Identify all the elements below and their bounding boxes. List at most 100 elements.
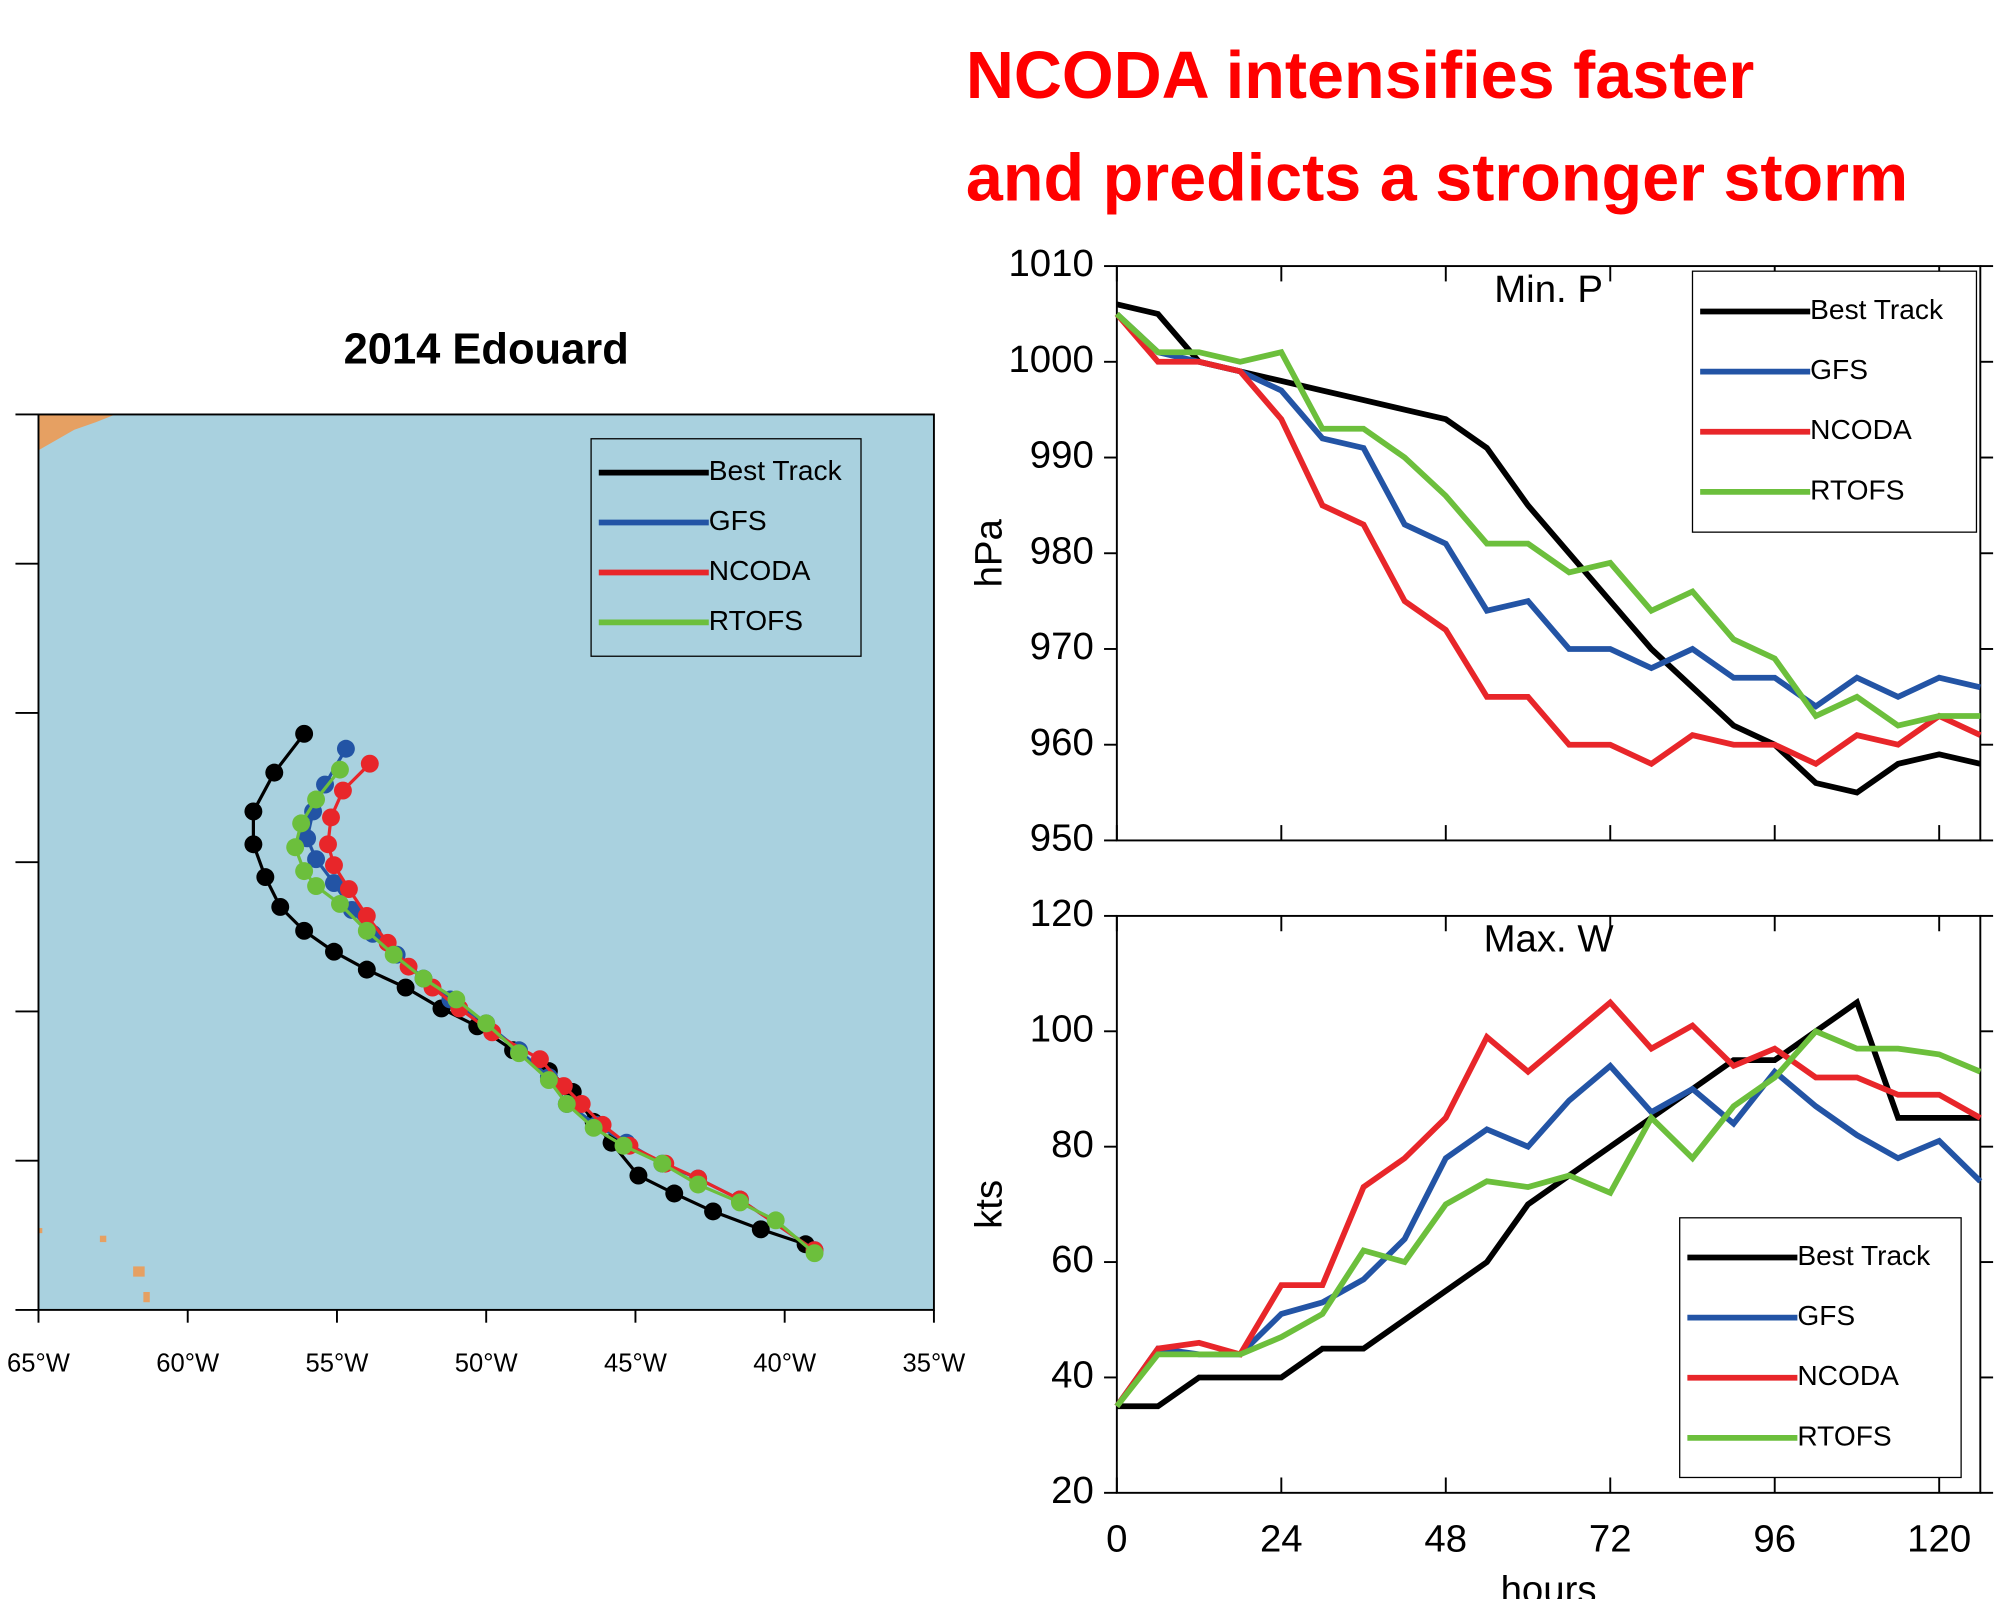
series-line (1114, 312, 1982, 768)
x-tick-label: 120 (1907, 1518, 1971, 1561)
land-patch (38, 414, 116, 451)
legend-box (590, 438, 862, 657)
y-tick-label: 1010 (1008, 242, 1093, 285)
land-patch (133, 1266, 145, 1277)
y-tick-label: 980 (1030, 529, 1094, 572)
land (38, 414, 150, 1303)
plots: 65°W 60°W 55°W 50°W 45°W 40°W 35°W 2014 Edouard… (7, 242, 1994, 1599)
legend-label: NCODA (1797, 1360, 1899, 1391)
track-point (325, 874, 343, 893)
track-point (584, 1118, 603, 1137)
track-point (629, 1166, 648, 1185)
track-point (256, 868, 275, 887)
legend-label: NCODA (709, 555, 811, 586)
chart-title: 2014 Edouard (344, 325, 629, 373)
legend-label: Best Track (1797, 1240, 1931, 1271)
series-line (1114, 1027, 1982, 1409)
series-line (1114, 311, 1981, 729)
track-point (554, 1077, 573, 1095)
track-point (339, 880, 358, 898)
track-point (325, 856, 343, 875)
track-point (330, 760, 349, 779)
y-tick-label: 60 (1051, 1238, 1094, 1281)
track-point (730, 1193, 749, 1212)
track-point (447, 990, 466, 1009)
track-point (557, 1094, 576, 1113)
x-axis-label: hours (1501, 1569, 1597, 1599)
track-point (357, 906, 376, 925)
y-tick-label: 990 (1030, 434, 1094, 477)
series-line (1114, 998, 1982, 1408)
legend-label: Best Track (1810, 294, 1944, 325)
track-point (751, 1220, 770, 1239)
track-point (414, 969, 433, 988)
track-point (477, 1014, 496, 1033)
track-point (307, 850, 326, 869)
track-point (244, 835, 263, 854)
legend-box (1691, 270, 1978, 533)
x-tick-label: 35°W (903, 1350, 967, 1378)
track-point (530, 1050, 549, 1069)
track-point (322, 808, 340, 827)
legend-label: GFS (709, 505, 767, 536)
track-point (357, 921, 376, 940)
track-point (295, 862, 314, 881)
track-point (295, 724, 314, 743)
legend-label: RTOFS (1810, 474, 1904, 505)
y-axis-label: hPa (968, 518, 1011, 587)
headline: and predicts a stronger storm (966, 141, 1908, 215)
headline: NCODA intensifies faster (966, 39, 1754, 113)
land-patch (38, 1228, 43, 1234)
y-tick-label: 960 (1030, 721, 1094, 764)
x-tick-label: 72 (1589, 1518, 1632, 1561)
x-tick-label: 60°W (156, 1350, 220, 1378)
series-line (1116, 301, 1981, 796)
y-tick-label: 40 (1051, 1354, 1094, 1397)
legend-box (1679, 1217, 1962, 1479)
track-point (665, 1184, 684, 1203)
x-tick-label: 65°W (7, 1350, 71, 1378)
track-point (244, 802, 263, 821)
track-point (330, 895, 349, 913)
y-tick-label: 20 (1051, 1469, 1094, 1512)
track-point (271, 897, 290, 916)
track-point (357, 960, 376, 979)
x-tick-label: 45°W (604, 1350, 668, 1378)
track-point (510, 1044, 528, 1063)
plot-frame (1115, 914, 1982, 1494)
legend-label: RTOFS (709, 605, 803, 636)
legend-label: GFS (1810, 354, 1868, 385)
land-patch (143, 1291, 150, 1303)
track-point (307, 790, 326, 809)
map-background (38, 414, 934, 1310)
track-point (336, 739, 355, 758)
track-point (316, 775, 334, 794)
plot-frame (1115, 265, 1982, 842)
plot-frame (37, 413, 935, 1311)
legend-label: NCODA (1810, 414, 1912, 445)
legend-label: Best Track (709, 455, 843, 486)
land-patch (99, 1235, 107, 1243)
track-point (805, 1244, 824, 1263)
track-point (539, 1071, 558, 1090)
track-point (295, 921, 314, 940)
x-tick-label: 96 (1753, 1518, 1796, 1561)
track-point (689, 1175, 708, 1194)
track-point (325, 942, 343, 961)
track-point (704, 1202, 723, 1221)
y-tick-label: 80 (1051, 1123, 1094, 1166)
chart-title: Min. P (1494, 268, 1603, 311)
x-tick-label: 55°W (306, 1350, 370, 1378)
y-tick-label: 970 (1030, 625, 1094, 668)
track-point (614, 1136, 633, 1155)
track-point (396, 978, 415, 997)
y-tick-label: 950 (1030, 817, 1094, 860)
chart-title: Max. W (1484, 918, 1615, 961)
track-point (292, 814, 311, 833)
series-line (1116, 997, 1981, 1410)
y-tick-label: 120 (1030, 892, 1094, 935)
x-tick-label: 48 (1424, 1518, 1467, 1561)
track-point (360, 754, 379, 773)
